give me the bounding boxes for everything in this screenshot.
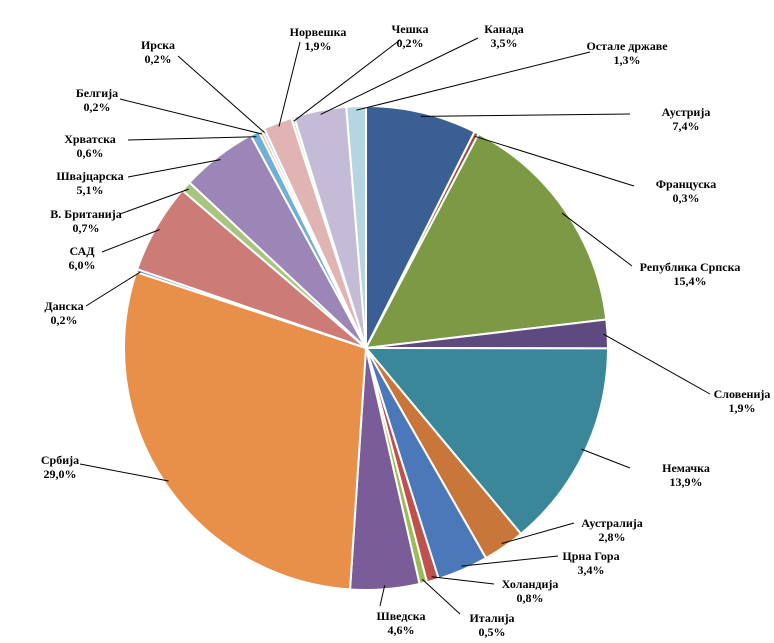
slice-label: Немачка 13,9% bbox=[662, 461, 710, 489]
slice-name-label: Немачка bbox=[662, 461, 710, 475]
slice-name-label: Ирска bbox=[141, 38, 175, 52]
slice-name-label: Данска bbox=[44, 299, 83, 313]
leader-line bbox=[79, 463, 169, 482]
slice-name-label: Остале државе bbox=[586, 39, 668, 53]
slice-label: Аустралија 2,8% bbox=[581, 516, 643, 544]
slice-value-label: 0,6% bbox=[77, 146, 104, 160]
slice-labels: Аустрија 7,4% Француска 0,3% Република Српск… bbox=[41, 22, 770, 639]
leader-line bbox=[474, 135, 635, 187]
slice-label: Италија 0,5% bbox=[469, 611, 514, 639]
pie-slice bbox=[365, 104, 476, 349]
slice-label: Хрватска 0,6% bbox=[64, 132, 116, 160]
slice-name-label: Швајцарска bbox=[56, 169, 123, 183]
slice-name-label: Хрватска bbox=[64, 132, 116, 146]
slice-label: Република Српска 15,4% bbox=[640, 260, 741, 288]
pie-slice bbox=[364, 132, 608, 350]
slice-value-label: 13,9% bbox=[670, 475, 703, 489]
leader-line bbox=[501, 522, 575, 544]
leader-line bbox=[278, 41, 301, 127]
slice-name-label: Норвешка bbox=[290, 25, 347, 39]
slice-value-label: 0,3% bbox=[673, 191, 700, 205]
slice-value-label: 3,5% bbox=[491, 36, 518, 50]
slice-name-label: Република Српска bbox=[640, 260, 741, 274]
slice-value-label: 0,2% bbox=[145, 52, 172, 66]
slice-label: Француска 0,3% bbox=[656, 177, 717, 205]
slice-name-label: Црна Гора bbox=[562, 549, 619, 563]
slice-name-label: Француска bbox=[656, 177, 717, 191]
slice-value-label: 0,5% bbox=[479, 625, 506, 639]
slice-label: Ирска 0,2% bbox=[141, 38, 175, 66]
leader-line bbox=[561, 212, 633, 267]
leader-line bbox=[356, 51, 591, 111]
slice-value-label: 5,1% bbox=[77, 183, 104, 197]
slice-value-label: 3,4% bbox=[578, 563, 605, 577]
slice-name-label: Холандија bbox=[502, 577, 559, 591]
slice-label: Канада 3,5% bbox=[484, 22, 524, 50]
slice-value-label: 15,4% bbox=[674, 274, 707, 288]
slice-label: Швајцарска 5,1% bbox=[56, 169, 123, 197]
slice-value-label: 0,8% bbox=[517, 591, 544, 605]
leader-line bbox=[127, 136, 257, 141]
slice-value-label: 0,7% bbox=[73, 221, 100, 235]
slice-name-label: В. Британија bbox=[50, 207, 121, 221]
slice-value-label: 0,2% bbox=[397, 36, 424, 50]
slice-value-label: 1,9% bbox=[305, 39, 332, 53]
slice-label: САД 6,0% bbox=[69, 244, 96, 272]
leader-line bbox=[177, 55, 265, 134]
slice-label: Остале државе 1,3% bbox=[586, 39, 668, 67]
leader-line bbox=[85, 271, 141, 307]
leader-line bbox=[293, 39, 401, 122]
slice-name-label: Чешка bbox=[392, 22, 429, 36]
leader-line bbox=[603, 333, 711, 395]
slice-value-label: 7,4% bbox=[673, 119, 700, 133]
slice-value-label: 6,0% bbox=[69, 258, 96, 272]
leader-line bbox=[320, 37, 479, 115]
slice-label: Србија 29,0% bbox=[41, 453, 79, 481]
leader-line bbox=[119, 98, 263, 135]
slice-value-label: 0,2% bbox=[84, 100, 111, 114]
leader-line bbox=[101, 229, 160, 253]
leader-line bbox=[431, 576, 495, 585]
leader-line bbox=[461, 555, 559, 567]
leader-lines bbox=[79, 37, 711, 615]
leader-line bbox=[379, 585, 386, 607]
slice-value-label: 29,0% bbox=[44, 467, 77, 481]
slice-value-label: 1,3% bbox=[614, 53, 641, 67]
slice-label: Аустрија 7,4% bbox=[662, 105, 711, 133]
slice-label: Словенија 1,9% bbox=[714, 387, 771, 415]
slice-name-label: Аустрија bbox=[662, 105, 711, 119]
leader-line bbox=[421, 578, 461, 615]
pie-slice bbox=[123, 270, 368, 591]
slice-name-label: Канада bbox=[484, 22, 524, 36]
pie-slice bbox=[345, 104, 367, 349]
slice-label: В. Британија 0,7% bbox=[50, 207, 121, 235]
leader-line bbox=[420, 113, 631, 117]
slice-value-label: 0,2% bbox=[51, 313, 78, 327]
leader-line bbox=[581, 448, 631, 469]
leader-line bbox=[127, 159, 221, 178]
slice-value-label: 4,6% bbox=[388, 623, 415, 637]
slice-name-label: Аустралија bbox=[581, 516, 643, 530]
slice-name-label: Шведска bbox=[377, 609, 426, 623]
slice-name-label: Белгија bbox=[76, 86, 118, 100]
slice-label: Шведска 4,6% bbox=[377, 609, 426, 637]
slice-label: Данска 0,2% bbox=[44, 299, 83, 327]
slice-name-label: Италија bbox=[469, 611, 514, 625]
slice-name-label: Србија bbox=[41, 453, 79, 467]
slice-label: Белгија 0,2% bbox=[76, 86, 118, 114]
slice-label: Холандија 0,8% bbox=[502, 577, 559, 605]
slice-label: Норвешка 1,9% bbox=[290, 25, 347, 53]
slice-label: Црна Гора 3,4% bbox=[562, 549, 619, 577]
slice-value-label: 1,9% bbox=[729, 401, 756, 415]
slice-name-label: САД bbox=[70, 244, 96, 258]
leader-line bbox=[119, 188, 189, 215]
pie-slices bbox=[123, 104, 610, 591]
slice-name-label: Словенија bbox=[714, 387, 771, 401]
slice-label: Чешка 0,2% bbox=[392, 22, 429, 50]
slice-value-label: 2,8% bbox=[599, 530, 626, 544]
